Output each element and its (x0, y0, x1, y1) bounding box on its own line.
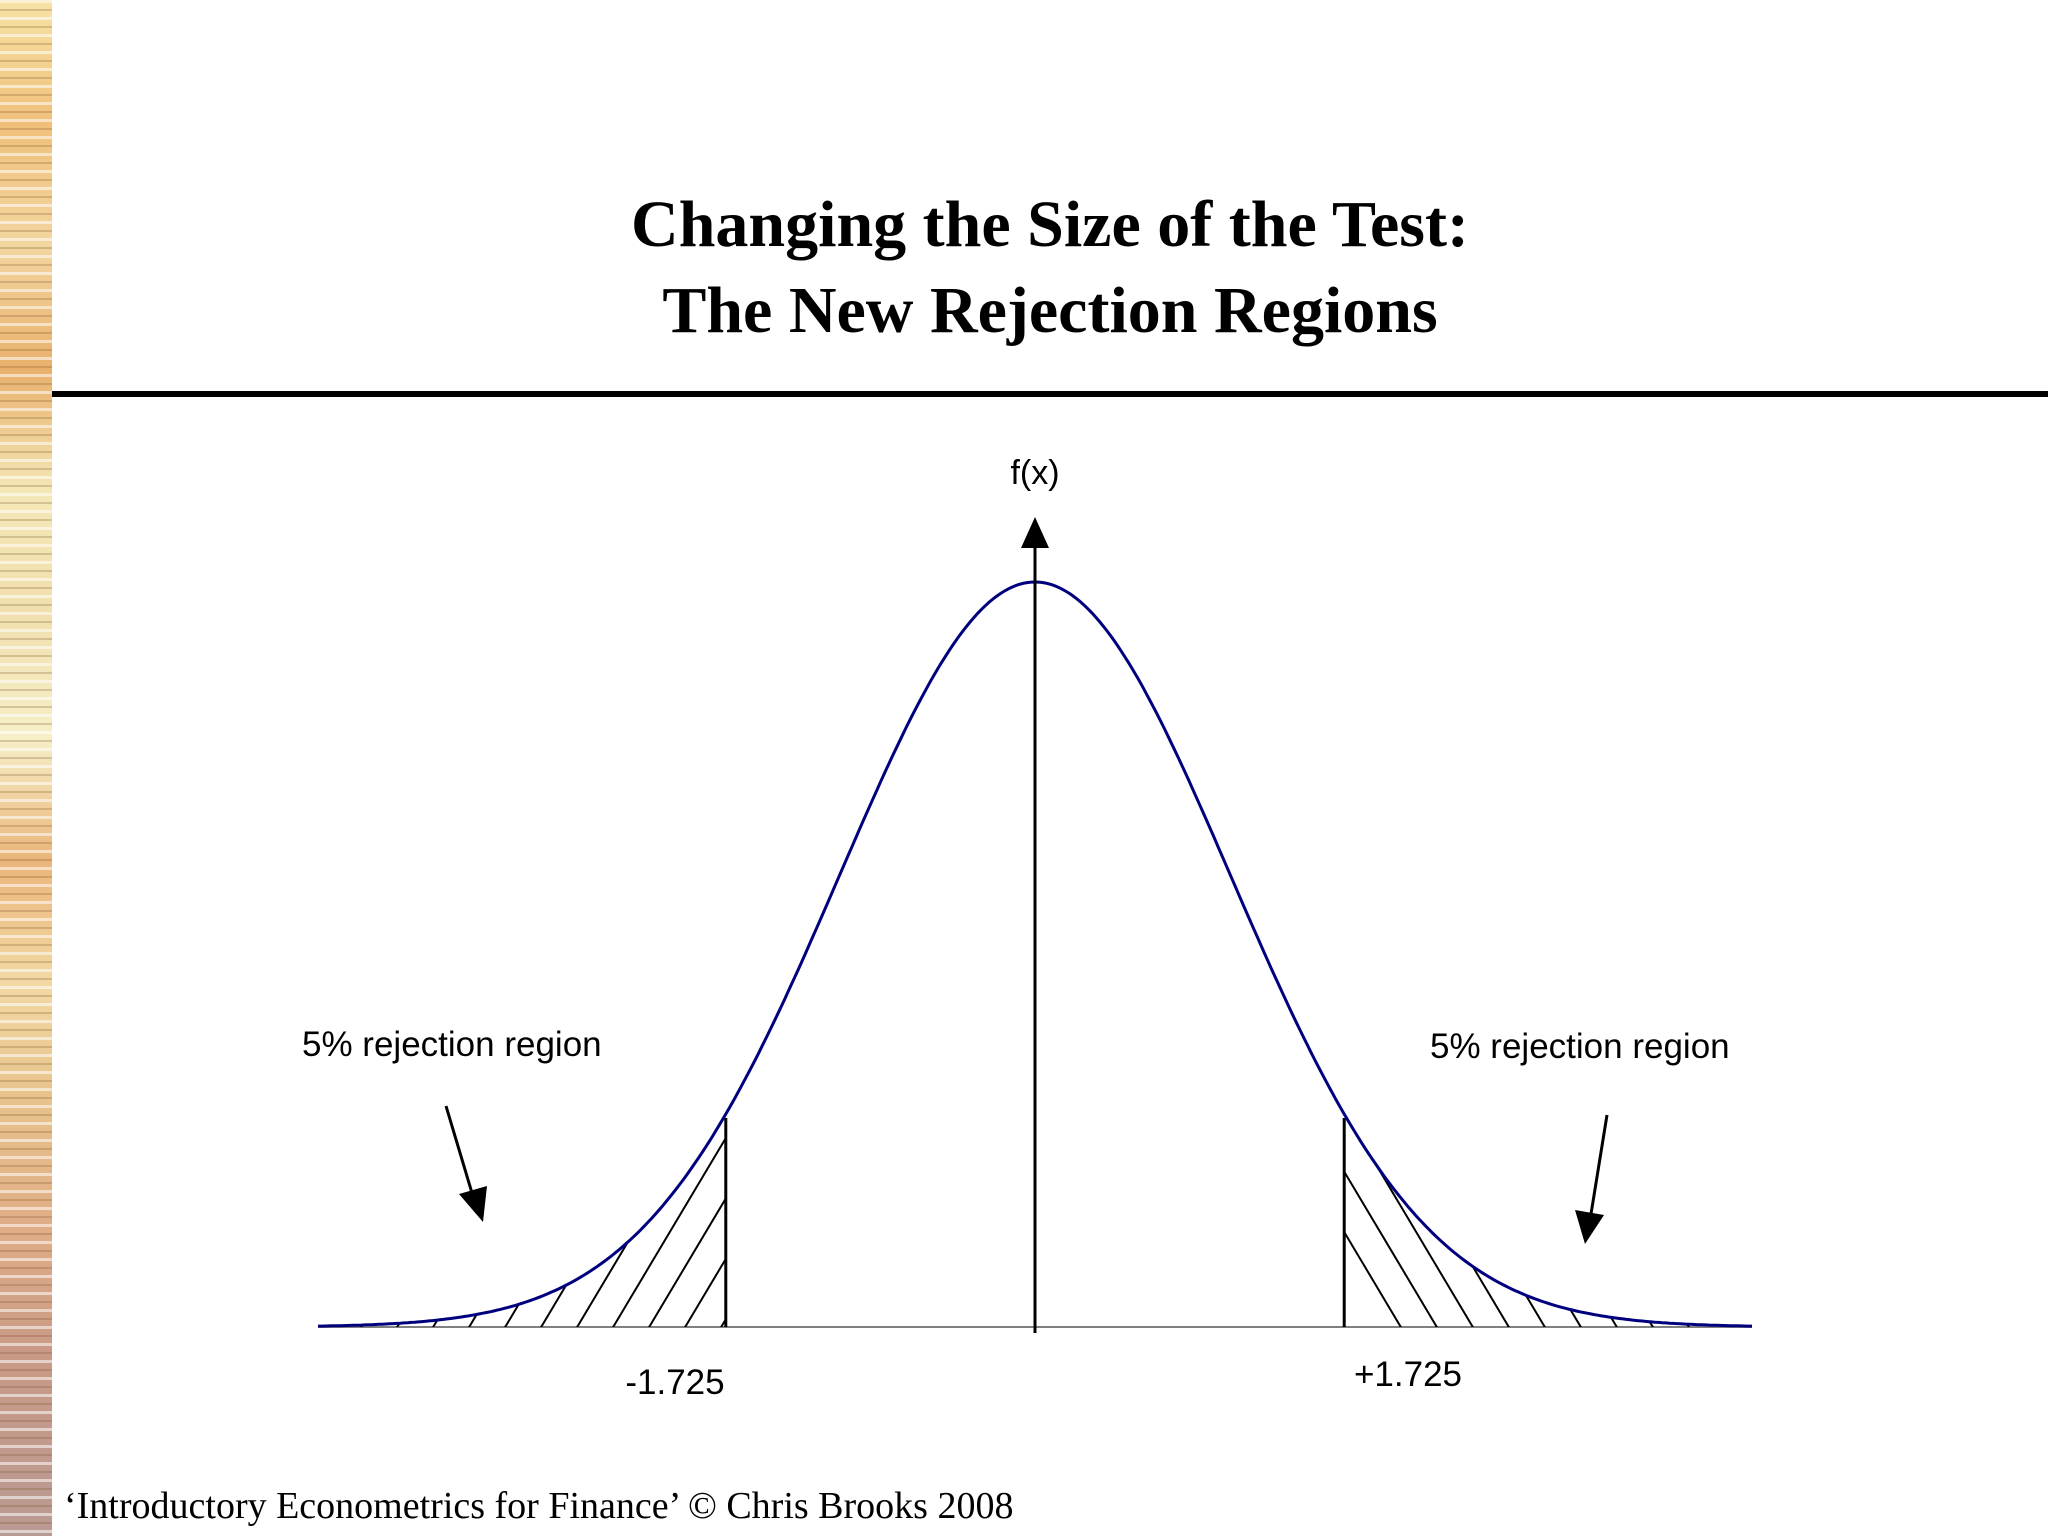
hatch-line (1653, 1114, 1752, 1327)
decorative-side-strip (0, 0, 52, 1536)
slide-title: Changing the Size of the Test: The New R… (52, 182, 2048, 354)
right-pointer-arrow-icon (1575, 1210, 1604, 1244)
hatch-line (1344, 1114, 1403, 1327)
hatch-line (647, 1114, 726, 1327)
hatch-line (359, 1114, 541, 1327)
left-rejection-region-label: 5% rejection region (302, 1025, 602, 1064)
title-line-1: Changing the Size of the Test: (631, 188, 1469, 261)
right-pointer-arrow-shaft (1589, 1114, 1609, 1215)
hatch-line (1581, 1114, 1752, 1327)
hatch-line (828, 1027, 1008, 1329)
title-line-2: The New Rejection Regions (662, 274, 1438, 347)
hatch-line (1617, 1114, 1752, 1327)
hatch-line (395, 1114, 577, 1327)
hatch-line (1509, 1114, 1691, 1327)
hatch-line (1725, 1114, 1752, 1327)
hatch-line (1762, 1027, 1942, 1329)
hatch-line (683, 1114, 726, 1327)
hatch-line (1437, 1114, 1619, 1327)
right-rejection-hatching (1344, 1027, 1942, 1329)
copyright-footer: ‘Introductory Econometrics for Finance’ … (64, 1485, 1014, 1527)
hatch-line (719, 1114, 726, 1327)
hatch-line (792, 1027, 972, 1329)
left-pointer-arrow-shaft (444, 1105, 474, 1194)
hatch-line (1365, 1114, 1547, 1327)
hatch-line (756, 1027, 936, 1329)
hatch-line (1545, 1114, 1727, 1327)
title-divider (52, 391, 2048, 397)
hatch-line (467, 1114, 649, 1327)
hatch-line (864, 1027, 1044, 1329)
left-critical-value-label: -1.725 (625, 1363, 724, 1402)
hatch-line (503, 1114, 685, 1327)
hatch-line (900, 1027, 1080, 1329)
hatch-line (431, 1114, 613, 1327)
hatch-line (611, 1114, 726, 1327)
hatch-line (1344, 1114, 1439, 1327)
left-pointer-arrow-icon (459, 1186, 487, 1222)
hatch-line (1344, 1114, 1511, 1327)
y-axis-label: f(x) (1010, 454, 1059, 492)
right-rejection-region-label: 5% rejection region (1430, 1027, 1730, 1066)
hatch-line (1401, 1114, 1583, 1327)
hatch-line (1689, 1114, 1752, 1327)
right-critical-value-label: +1.725 (1354, 1355, 1462, 1394)
hatch-line (575, 1114, 726, 1327)
y-axis-arrow-icon (1021, 517, 1049, 548)
